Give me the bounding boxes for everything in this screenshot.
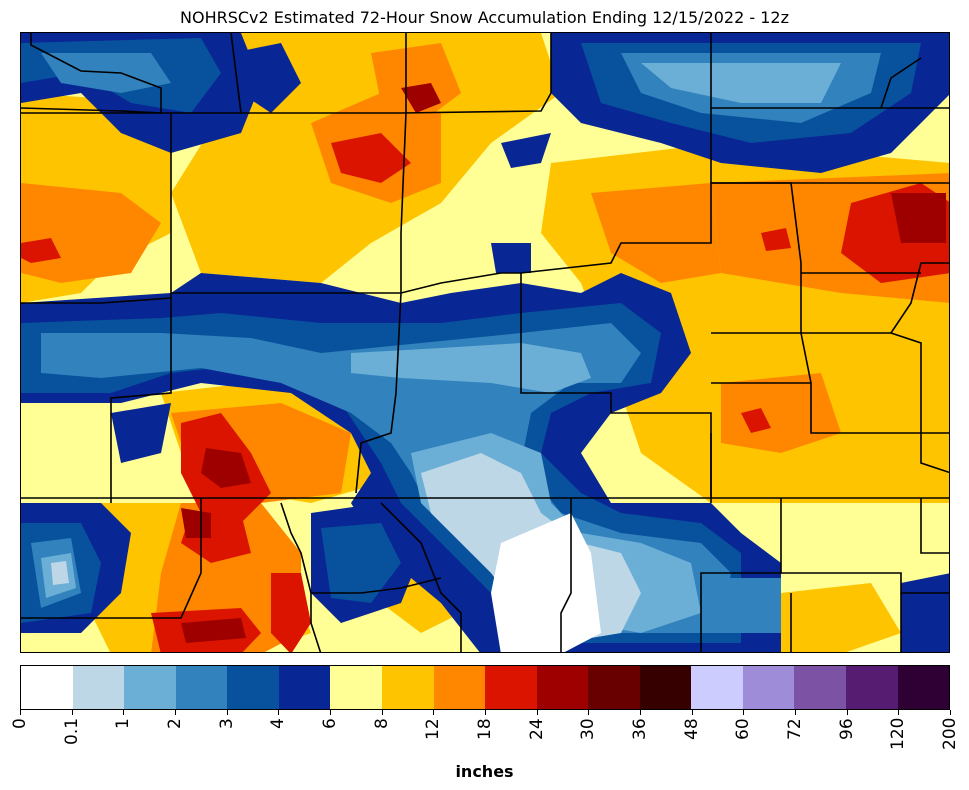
colorbar-swatch xyxy=(381,666,434,709)
colorbar-tick-label: 60 xyxy=(733,718,753,740)
snow-accumulation-map xyxy=(20,32,950,653)
colorbar-tick-label: 2 xyxy=(165,718,185,729)
snow-field-0-0.1 xyxy=(491,513,601,652)
colorbar-tick xyxy=(692,710,693,715)
colorbar-swatch xyxy=(846,666,898,709)
colorbar-swatch xyxy=(124,666,176,709)
snow-field-24-30 xyxy=(181,83,946,643)
map-canvas xyxy=(21,33,949,652)
colorbar-tick-label: 6 xyxy=(320,718,340,729)
colorbar-swatch xyxy=(72,666,125,709)
colorbar-tick xyxy=(485,710,486,715)
colorbar xyxy=(20,665,950,710)
colorbar-tick xyxy=(640,710,641,715)
colorbar-tick-label: 36 xyxy=(630,718,650,740)
colorbar-swatch xyxy=(278,666,331,709)
colorbar-tick xyxy=(847,710,848,715)
colorbar-tick-label: 8 xyxy=(372,718,392,729)
colorbar-swatch xyxy=(330,666,382,709)
colorbar-tick-label: 0 xyxy=(10,718,30,729)
colorbar-tick xyxy=(537,710,538,715)
colorbar-tick xyxy=(898,710,899,715)
colorbar-tick-label: 12 xyxy=(423,718,443,740)
colorbar-tick-label: 0.1 xyxy=(62,717,82,745)
map-title: NOHRSCv2 Estimated 72-Hour Snow Accumula… xyxy=(180,8,789,27)
colorbar-swatch xyxy=(536,666,589,709)
colorbar-tick-label: 48 xyxy=(682,718,702,740)
colorbar-tick xyxy=(278,710,279,715)
colorbar-tick xyxy=(123,710,124,715)
colorbar-swatch xyxy=(794,666,846,709)
colorbar-tick-label: 24 xyxy=(527,718,547,740)
colorbar-swatch xyxy=(639,666,692,709)
colorbar-tick-label: 1 xyxy=(113,718,133,729)
colorbar-swatch xyxy=(897,666,950,709)
colorbar-swatch xyxy=(485,666,537,709)
colorbar-swatch xyxy=(742,666,795,709)
colorbar-tick-label: 200 xyxy=(940,717,960,750)
colorbar-tick-label: 4 xyxy=(268,718,288,729)
colorbar-tick xyxy=(588,710,589,715)
colorbar-tick xyxy=(175,710,176,715)
colorbar-tick xyxy=(950,710,951,715)
colorbar-swatch xyxy=(588,666,640,709)
colorbar-tick xyxy=(20,710,21,715)
colorbar-tick xyxy=(433,710,434,715)
colorbar-swatch xyxy=(691,666,743,709)
colorbar-swatch xyxy=(227,666,279,709)
colorbar-tick xyxy=(227,710,228,715)
colorbar-tick-label: 18 xyxy=(475,718,495,740)
colorbar-tick-label: 30 xyxy=(578,718,598,740)
colorbar-tick xyxy=(382,710,383,715)
colorbar-swatch xyxy=(433,666,486,709)
colorbar-tick-label: 120 xyxy=(888,717,908,750)
colorbar-tick xyxy=(330,710,331,715)
colorbar-tick-label: 96 xyxy=(837,718,857,740)
colorbar-swatch xyxy=(21,666,73,709)
colorbar-ticks: 0 0.1 1 2 3 4 6 8 12 18 24 30 36 48 60 72 96 120 200 xyxy=(10,710,960,760)
colorbar-tick xyxy=(743,710,744,715)
colorbar-swatch xyxy=(175,666,228,709)
boundary-lines xyxy=(21,33,949,652)
colorbar-tick-label: 72 xyxy=(785,718,805,740)
colorbar-tick-label: 3 xyxy=(217,718,237,729)
colorbar-units-label: inches xyxy=(455,762,514,781)
colorbar-tick xyxy=(795,710,796,715)
colorbar-tick xyxy=(72,710,73,715)
